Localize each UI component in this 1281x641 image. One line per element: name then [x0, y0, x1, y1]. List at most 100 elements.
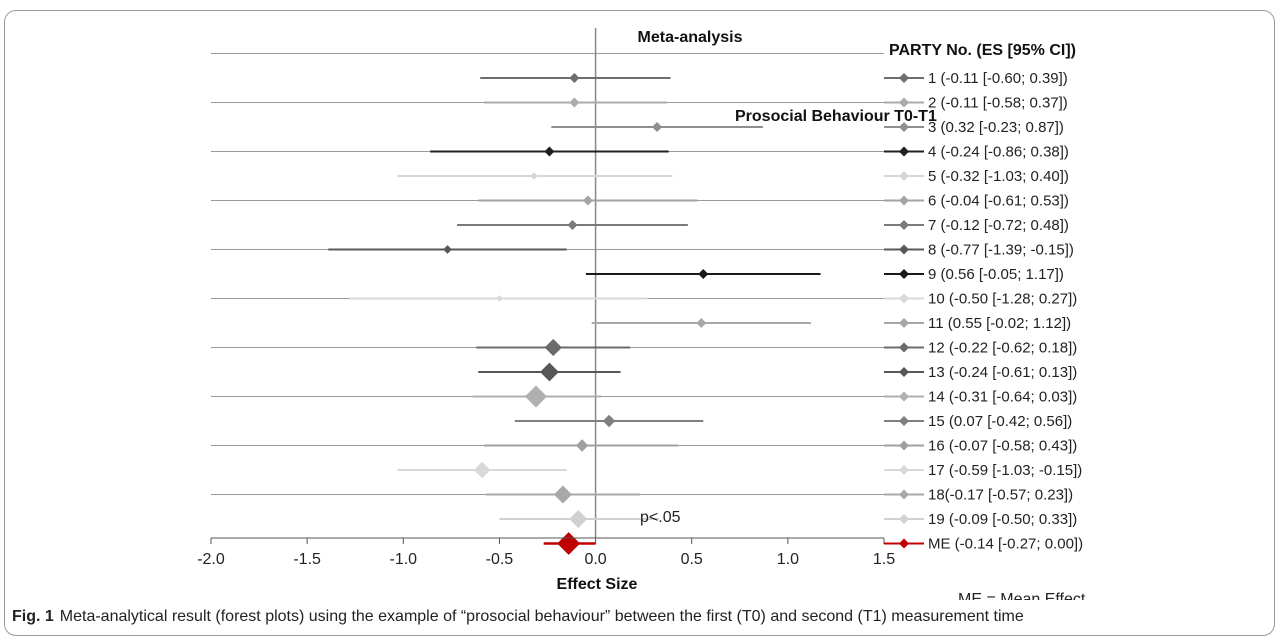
legend-entry: 10 (-0.50 [-1.28; 0.27]) [884, 291, 1077, 308]
effect-size-point [443, 245, 452, 254]
effect-size-point [553, 485, 572, 504]
study-row [476, 338, 631, 357]
x-tick-label: -2.0 [197, 551, 225, 568]
legend-entry: 5 (-0.32 [-1.03; 0.40]) [884, 168, 1069, 185]
legend-marker [899, 97, 909, 108]
legend-marker [899, 220, 909, 230]
figure-frame [4, 10, 1275, 636]
study-row [484, 439, 679, 452]
legend-marker [899, 391, 909, 402]
legend-entry: 11 (0.55 [-0.02; 1.12]) [884, 315, 1071, 332]
legend-marker [899, 293, 909, 304]
study-row [397, 172, 673, 180]
effect-size-point [569, 510, 588, 528]
figure-caption: Fig. 1 Meta-analytical result (forest plo… [12, 608, 1272, 626]
x-tick-label: 1.5 [873, 551, 895, 568]
study-row [472, 385, 602, 408]
effect-size-point [569, 73, 580, 83]
legend-marker [899, 440, 909, 451]
x-tick-label: 1.0 [777, 551, 799, 568]
study-row [328, 245, 567, 254]
x-tick-label: 0.5 [681, 551, 703, 568]
effect-size-point [567, 220, 578, 230]
legend-marker [899, 367, 909, 377]
study-row [585, 269, 821, 279]
study-row [499, 510, 660, 528]
effect-size-point [544, 338, 562, 357]
effect-size-point [698, 269, 709, 279]
legend-marker [899, 195, 909, 206]
legend-marker [899, 146, 909, 157]
effect-size-point [575, 439, 589, 452]
legend-label: 8 (-0.77 [-1.39; -0.15]) [928, 242, 1074, 259]
effect-size-point [602, 414, 616, 428]
legend-entry: 12 (-0.22 [-0.62; 0.18]) [884, 340, 1077, 357]
legend-marker [899, 489, 909, 500]
legend-label: 13 (-0.24 [-0.61; 0.13]) [928, 364, 1077, 381]
legend-entry: 16 (-0.07 [-0.58; 0.43]) [884, 438, 1077, 455]
legend-entry: 1 (-0.11 [-0.60; 0.39]) [884, 70, 1068, 87]
legend-label: 17 (-0.59 [-1.03; -0.15]) [928, 462, 1082, 479]
legend-label: 7 (-0.12 [-0.72; 0.48]) [928, 217, 1069, 234]
legend-entry: 6 (-0.04 [-0.61; 0.53]) [884, 193, 1069, 210]
legend-marker [899, 244, 909, 255]
study-row [514, 414, 704, 428]
legend-label: 3 (0.32 [-0.23; 0.87]) [928, 119, 1064, 136]
forest-plot: -2.0 -1.5 -1.0 -0.5 0.0 0.5 1.0 1.5 Meta-analys… [197, 28, 1086, 600]
effect-size-point [496, 295, 503, 302]
study-row [397, 461, 567, 479]
caption-label: Fig. 1 [12, 608, 54, 625]
legend-label: 10 (-0.50 [-1.28; 0.27]) [928, 291, 1077, 308]
study-row [484, 97, 667, 108]
legend-label: 16 (-0.07 [-0.58; 0.43]) [928, 438, 1077, 455]
study-row [480, 73, 671, 83]
x-tick-label: 0.0 [584, 551, 606, 568]
footnote-mean-effect: ME = Mean Effect [958, 591, 1086, 600]
legend-marker [899, 171, 909, 181]
legend-label: 11 (0.55 [-0.02; 1.12]) [928, 315, 1071, 332]
study-row [478, 195, 698, 206]
legend-marker [899, 318, 909, 328]
legend-entry: 2 (-0.11 [-0.58; 0.37]) [884, 95, 1068, 112]
legend-label: 1 (-0.11 [-0.60; 0.39]) [928, 70, 1068, 87]
legend-label: 9 (0.56 [-0.05; 1.17]) [928, 266, 1064, 283]
legend: 1 (-0.11 [-0.60; 0.39]) 2 (-0.11 [-0.58; … [884, 70, 1083, 553]
legend-entry: 13 (-0.24 [-0.61; 0.13]) [884, 364, 1077, 381]
effect-size-point [540, 362, 559, 382]
chart-subtitle: Prosocial Behaviour T0-T1 [735, 108, 937, 125]
legend-entry: 17 (-0.59 [-1.03; -0.15]) [884, 462, 1082, 479]
caption-text: Meta-analytical result (forest plots) us… [59, 608, 1024, 625]
legend-marker [899, 122, 909, 132]
x-axis-label: Effect Size [557, 576, 638, 593]
legend-entry: 7 (-0.12 [-0.72; 0.48]) [884, 217, 1069, 234]
legend-label: 2 (-0.11 [-0.58; 0.37]) [928, 95, 1068, 112]
chart-title: Meta-analysis [638, 29, 743, 46]
legend-marker [899, 416, 909, 426]
legend-entry: 3 (0.32 [-0.23; 0.87]) [884, 119, 1064, 136]
effect-size-point [524, 385, 547, 408]
x-tick-label: -1.0 [389, 551, 417, 568]
study-row [551, 122, 763, 132]
study-row [430, 146, 669, 157]
effect-size-point [696, 318, 707, 328]
effect-size-point [544, 146, 555, 157]
study-rows [328, 73, 821, 555]
legend-label: 14 (-0.31 [-0.64; 0.03]) [928, 389, 1077, 406]
legend-entry: 9 (0.56 [-0.05; 1.17]) [884, 266, 1064, 283]
legend-label: 4 (-0.24 [-0.86; 0.38]) [928, 144, 1069, 161]
effect-size-point [530, 172, 538, 180]
x-tick-label: -0.5 [486, 551, 514, 568]
effect-size-point [569, 97, 580, 108]
legend-entry: 14 (-0.31 [-0.64; 0.03]) [884, 389, 1077, 406]
legend-title: PARTY No. (ES [95% CI]) [889, 42, 1076, 59]
legend-entry: 19 (-0.09 [-0.50; 0.33]) [884, 511, 1077, 528]
legend-marker [899, 465, 909, 475]
legend-marker [899, 269, 909, 279]
legend-label: 12 (-0.22 [-0.62; 0.18]) [928, 340, 1077, 357]
legend-label: ME (-0.14 [-0.27; 0.00]) [928, 536, 1083, 553]
effect-size-point [473, 461, 491, 479]
legend-label: 18(-0.17 [-0.57; 0.23]) [928, 487, 1073, 504]
legend-label: 15 (0.07 [-0.42; 0.56]) [928, 413, 1072, 430]
legend-entry: 8 (-0.77 [-1.39; -0.15]) [884, 242, 1074, 259]
study-row [349, 295, 648, 302]
